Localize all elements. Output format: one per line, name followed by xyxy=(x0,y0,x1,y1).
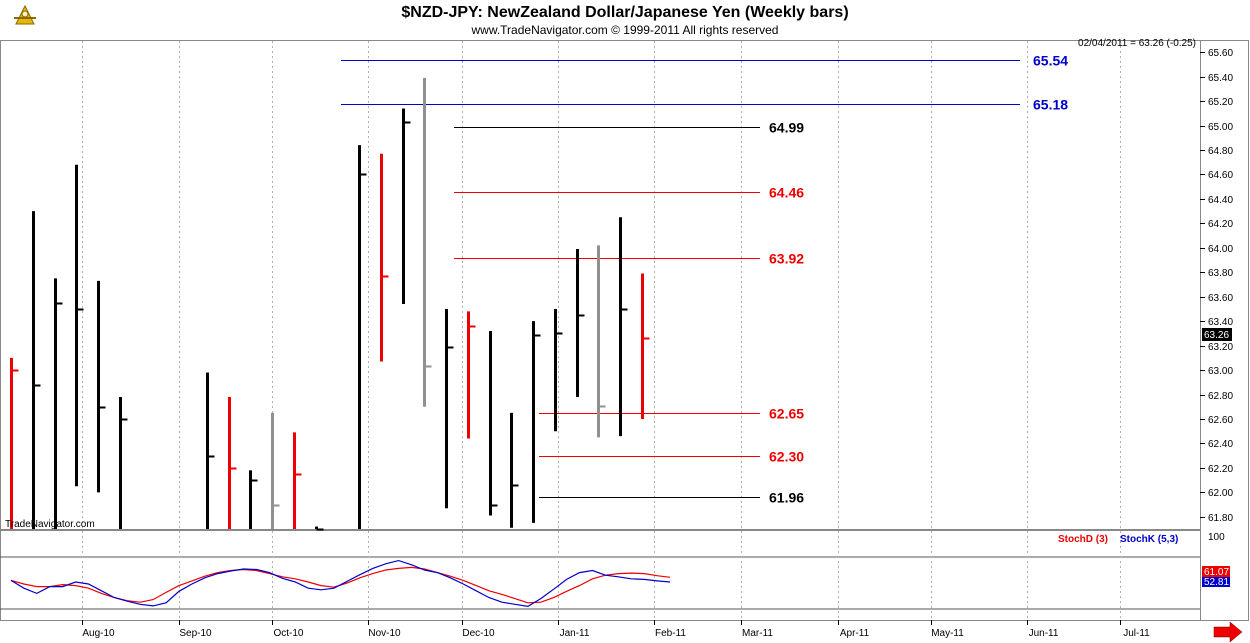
ohlc-bar xyxy=(206,372,215,529)
level-label: 64.99 xyxy=(769,120,804,136)
y-tick-label: 64.00 xyxy=(1208,244,1233,255)
x-tick-label: Nov-10 xyxy=(368,628,401,639)
time-axis-labels: Aug-10 Sep-10 Oct-10 Nov-10 Dec-10 Jan-11 Feb-… xyxy=(82,620,1150,639)
x-tick-label: May-11 xyxy=(931,628,964,639)
y-tick-label: 62.00 xyxy=(1208,488,1233,499)
level-label: 63.92 xyxy=(769,251,804,267)
ohlc-bar xyxy=(249,470,258,529)
y-tick-label: 63.40 xyxy=(1208,317,1233,328)
y-tick-label: 62.60 xyxy=(1208,415,1233,426)
last-quote: 02/04/2011 = 63.26 (-0.25) xyxy=(1078,38,1196,49)
level-label: 64.46 xyxy=(769,185,804,201)
stochastic-panel-frame xyxy=(0,530,1201,621)
x-tick-label: Jul-11 xyxy=(1123,628,1150,639)
y-tick-label: 62.20 xyxy=(1208,464,1233,475)
x-tick-label: Mar-11 xyxy=(742,628,773,639)
y-tick-label: 62.80 xyxy=(1208,391,1233,402)
ohlc-bar xyxy=(358,145,367,529)
ohlc-bar xyxy=(293,432,302,529)
x-tick-label: Apr-11 xyxy=(840,628,870,639)
ohlc-bar xyxy=(402,108,411,305)
y-tick-label: 63.20 xyxy=(1208,342,1233,353)
y-tick-label: 64.20 xyxy=(1208,219,1233,230)
y-tick-label: 65.20 xyxy=(1208,97,1233,108)
ohlc-bar xyxy=(641,273,650,419)
x-tick-label: Oct-10 xyxy=(273,628,303,639)
stochk-legend: StochK (5,3) xyxy=(1120,534,1178,545)
stochd-flag xyxy=(1202,566,1230,577)
level-label: 61.96 xyxy=(769,490,804,506)
grid xyxy=(82,41,1121,620)
y-tick-label: 61.80 xyxy=(1208,513,1233,524)
x-tick-label: Jan-11 xyxy=(560,628,590,639)
ohlc-bar xyxy=(619,217,628,437)
tradenavigator-logo-icon xyxy=(12,2,38,28)
ohlc-bar xyxy=(75,164,84,487)
support-resistance-levels: 65.54 65.18 64.99 64.46 63.92 62.65 62.30 61.96 xyxy=(341,53,1068,506)
ohlc-bar xyxy=(54,278,63,529)
y-tick-label: 64.80 xyxy=(1208,146,1233,157)
stochastic-lines xyxy=(10,559,671,608)
level-label: 65.18 xyxy=(1033,97,1068,113)
ohlc-bar xyxy=(228,396,237,529)
stochd-flag-label: 61.07 xyxy=(1204,567,1229,578)
y-tick-label: 65.40 xyxy=(1208,73,1233,84)
y-tick-label: 64.60 xyxy=(1208,170,1233,181)
stoch-100-tick: 100 xyxy=(1208,532,1225,543)
y-tick-label: 63.00 xyxy=(1208,366,1233,377)
ohlc-bar xyxy=(97,280,106,493)
ohlc-bar xyxy=(510,412,519,528)
y-tick-label: 63.80 xyxy=(1208,268,1233,279)
ohlc-bar xyxy=(32,211,41,529)
ohlc-bar xyxy=(315,526,324,531)
level-label: 62.30 xyxy=(769,449,804,465)
price-flag-label: 63.26 xyxy=(1204,330,1229,341)
scroll-right-arrow-icon[interactable] xyxy=(1213,621,1243,643)
ohlc-bar xyxy=(576,249,585,397)
ohlc-bar xyxy=(597,245,606,438)
x-tick-label: Dec-10 xyxy=(462,628,495,639)
chart-title: $NZD-JPY: NewZealand Dollar/Japanese Yen… xyxy=(401,4,848,21)
ohlc-bar xyxy=(445,308,454,509)
stochk-flag-label: 52.81 xyxy=(1204,577,1229,588)
level-label: 65.54 xyxy=(1033,53,1068,69)
stochk-flag xyxy=(1202,577,1230,587)
ohlc-bar xyxy=(532,321,541,523)
y-tick-label: 63.60 xyxy=(1208,293,1233,304)
price-flag xyxy=(1202,328,1232,341)
ohlc-bar xyxy=(467,311,476,439)
ohlc-bar xyxy=(119,396,128,529)
price-axis-ticks: 61.80 62.00 62.20 62.40 62.60 62.80 63.00 63.20… xyxy=(1200,48,1233,524)
x-tick-label: Jun-11 xyxy=(1029,628,1059,639)
y-tick-label: 65.00 xyxy=(1208,122,1233,133)
y-tick-label: 64.40 xyxy=(1208,195,1233,206)
stochd-legend: StochD (3) xyxy=(1058,534,1108,545)
ohlc-bars xyxy=(10,77,650,531)
y-tick-label: 65.60 xyxy=(1208,48,1233,59)
x-tick-label: Feb-11 xyxy=(655,628,686,639)
watermark: TradeNavigator.com xyxy=(5,519,95,530)
chart-subtitle: www.TradeNavigator.com © 1999-2011 All r… xyxy=(471,23,779,37)
ohlc-bar xyxy=(489,330,498,516)
ohlc-bar xyxy=(423,77,432,407)
ohlc-bar xyxy=(554,308,563,432)
ohlc-bar xyxy=(271,412,280,529)
ohlc-bar xyxy=(10,357,19,529)
level-label: 62.65 xyxy=(769,406,804,422)
ohlc-bar xyxy=(380,153,389,362)
x-tick-label: Aug-10 xyxy=(82,628,115,639)
x-tick-label: Sep-10 xyxy=(179,628,212,639)
stochk-line xyxy=(10,559,671,608)
price-panel-frame xyxy=(0,40,1201,530)
y-tick-label: 62.40 xyxy=(1208,439,1233,450)
